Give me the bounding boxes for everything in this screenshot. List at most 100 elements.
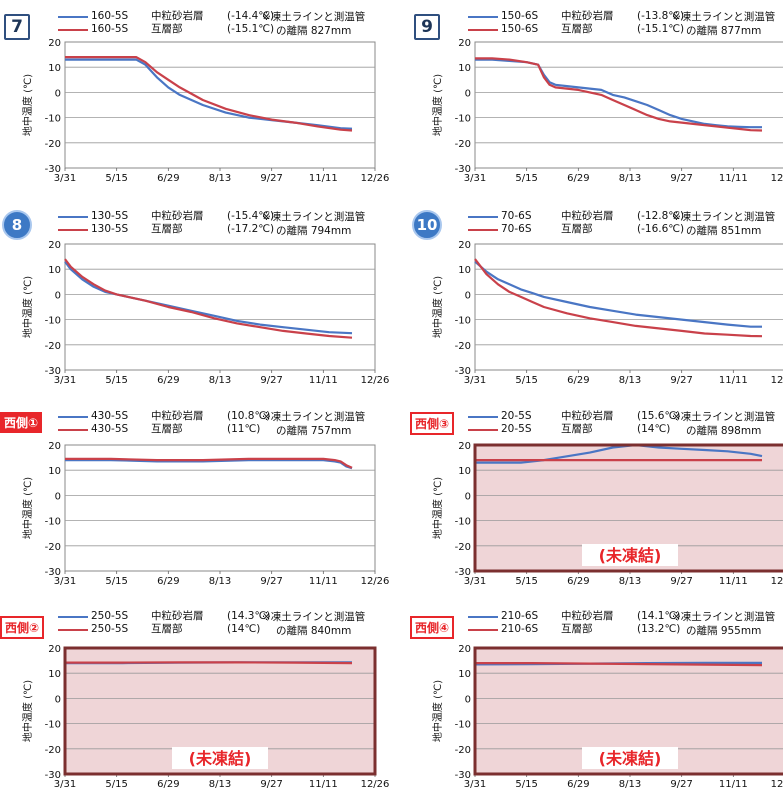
x-tick-label: 8/13 <box>209 779 231 790</box>
chart-panel-west-4: 西側④ 210-6S 中粒砂岩層 (14.1℃) 210-6S 互層部 (13.2℃) … <box>410 600 783 793</box>
y-axis-label: 地中温度 (℃) <box>431 276 444 338</box>
x-tick-label: 9/27 <box>670 173 692 184</box>
y-axis-label: 地中温度 (℃) <box>431 74 444 136</box>
y-tick-label: -30 <box>45 366 61 377</box>
legend: 160-5S 中粒砂岩層 (-14.4℃) 160-5S 互層部 (-15.1℃) <box>58 10 307 36</box>
y-tick-label: 10 <box>48 63 61 74</box>
series-line-alternating-layer <box>65 55 353 132</box>
chart-svg: 20 10 0 -10 -20 -303/31 5/15 6/29 8/13 9/27 11/11 1… <box>431 441 783 587</box>
y-tick-label: 10 <box>458 63 471 74</box>
y-tick-label: 10 <box>458 669 471 680</box>
y-tick-label: -20 <box>455 542 471 553</box>
y-tick-label: -10 <box>45 316 61 327</box>
legend-item-blue: 70-6S 中粒砂岩層 (-12.8℃) <box>468 210 717 223</box>
y-tick-label: -10 <box>45 720 61 731</box>
y-tick-label: -20 <box>45 139 61 150</box>
y-tick-label: 0 <box>465 88 471 99</box>
x-tick-label: 12/26 <box>771 779 783 790</box>
chart-panel-west-2: 西側② 250-5S 中粒砂岩層 (14.3℃) 250-5S 互層部 (14℃) ※凍… <box>0 600 392 793</box>
x-tick-label: 12/26 <box>771 173 783 184</box>
legend-item-blue: 160-5S 中粒砂岩層 (-14.4℃) <box>58 10 307 23</box>
legend-item-red: 130-5S 互層部 (-17.2℃) <box>58 223 307 236</box>
y-tick-label: 0 <box>465 694 471 705</box>
chart-svg: 20 10 0 -10 -20 -303/31 5/15 6/29 8/13 9/27 11/11 1… <box>21 38 389 184</box>
x-tick-label: 8/13 <box>209 576 231 587</box>
y-tick-label: -10 <box>455 720 471 731</box>
chart-svg: 20 10 0 -10 -20 -303/31 5/15 6/29 8/13 9/27 11/11 1… <box>431 240 783 386</box>
distance-note: ※凍土ラインと測温管 の離隔 757mm <box>262 411 366 437</box>
x-tick-label: 5/15 <box>105 173 127 184</box>
plot-area-frame <box>64 243 376 371</box>
series-line-sandstone <box>64 260 353 335</box>
y-tick-label: -30 <box>455 164 471 175</box>
x-tick-label: 8/13 <box>209 173 231 184</box>
y-tick-label: -10 <box>45 114 61 125</box>
legend: 130-5S 中粒砂岩層 (-15.4℃) 130-5S 互層部 (-17.2℃) <box>58 210 307 236</box>
panel-number-badge: 8 <box>2 210 32 240</box>
y-tick-label: 10 <box>458 265 471 276</box>
y-tick-label: 20 <box>48 441 61 452</box>
y-tick-label: -20 <box>455 139 471 150</box>
chart-panel-7: 7 160-5S 中粒砂岩層 (-14.4℃) 160-5S 互層部 (-15.1℃) … <box>0 0 392 200</box>
x-tick-label: 9/27 <box>260 779 282 790</box>
chart-svg: 20 10 0 -10 -20 -303/31 5/15 6/29 8/13 9/27 11/11 1… <box>431 644 783 790</box>
x-tick-label: 11/11 <box>309 779 338 790</box>
series-line-alternating-layer <box>475 57 763 132</box>
unfrozen-region-border <box>473 646 783 776</box>
unfrozen-region-border <box>473 443 783 573</box>
legend: 20-5S 中粒砂岩層 (15.6℃) 20-5S 互層部 (14℃) <box>468 410 717 436</box>
x-tick-label: 11/11 <box>719 173 748 184</box>
y-axis-label: 地中温度 (℃) <box>21 680 34 742</box>
panel-label-badge: 西側④ <box>410 616 455 639</box>
x-tick-label: 3/31 <box>54 173 76 184</box>
legend-item-red: 150-6S 互層部 (-15.1℃) <box>468 23 717 36</box>
y-tick-label: -20 <box>45 745 61 756</box>
x-tick-label: 6/29 <box>567 375 589 386</box>
x-tick-label: 5/15 <box>105 375 127 386</box>
x-tick-label: 9/27 <box>670 779 692 790</box>
y-axis-label: 地中温度 (℃) <box>21 477 34 539</box>
chart-svg: 20 10 0 -10 -20 -303/31 5/15 6/29 8/13 9/27 11/11 1… <box>431 38 783 184</box>
series-line-sandstone <box>65 458 353 470</box>
legend: 250-5S 中粒砂岩層 (14.3℃) 250-5S 互層部 (14℃) <box>58 610 307 636</box>
x-tick-label: 5/15 <box>515 779 537 790</box>
x-tick-label: 11/11 <box>309 375 338 386</box>
y-tick-label: 20 <box>48 644 61 655</box>
x-tick-label: 3/31 <box>464 576 486 587</box>
y-tick-label: 0 <box>465 491 471 502</box>
y-tick-label: -30 <box>455 366 471 377</box>
y-tick-label: 20 <box>458 38 471 49</box>
x-tick-label: 5/15 <box>515 173 537 184</box>
series-line-alternating-layer <box>64 258 353 339</box>
y-tick-label: 20 <box>48 38 61 49</box>
x-tick-label: 6/29 <box>567 173 589 184</box>
x-tick-label: 3/31 <box>464 375 486 386</box>
x-tick-label: 11/11 <box>719 779 748 790</box>
series-line-sandstone <box>65 58 353 130</box>
distance-note: ※凍土ラインと測温管 の離隔 827mm <box>262 11 366 37</box>
distance-note: ※凍土ラインと測温管 の離隔 794mm <box>262 211 366 237</box>
x-tick-label: 11/11 <box>719 375 748 386</box>
x-tick-label: 3/31 <box>54 576 76 587</box>
panel-label-badge: 西側② <box>0 616 45 639</box>
distance-note: ※凍土ラインと測温管 の離隔 877mm <box>672 11 776 37</box>
legend-item-red: 20-5S 互層部 (14℃) <box>468 423 717 436</box>
legend-item-blue: 250-5S 中粒砂岩層 (14.3℃) <box>58 610 307 623</box>
y-tick-label: -30 <box>45 567 61 578</box>
legend: 150-6S 中粒砂岩層 (-13.8℃) 150-6S 互層部 (-15.1℃) <box>468 10 717 36</box>
unfrozen-label: (未凍結) <box>599 546 662 565</box>
y-tick-label: 0 <box>55 88 61 99</box>
x-tick-label: 8/13 <box>619 173 641 184</box>
distance-note: ※凍土ラインと測温管 の離隔 955mm <box>672 611 776 637</box>
panel-label-badge: 西側① <box>0 412 43 433</box>
x-tick-label: 11/11 <box>309 173 338 184</box>
y-tick-label: -30 <box>45 164 61 175</box>
plot-area-frame <box>64 444 376 572</box>
series-line-sandstone <box>475 58 762 129</box>
x-tick-label: 12/26 <box>361 375 390 386</box>
chart-panel-10: 10 70-6S 中粒砂岩層 (-12.8℃) 70-6S 互層部 (-16.6℃) ※… <box>410 200 783 400</box>
x-tick-label: 8/13 <box>619 779 641 790</box>
legend-item-blue: 210-6S 中粒砂岩層 (14.1℃) <box>468 610 717 623</box>
legend-item-red: 210-6S 互層部 (13.2℃) <box>468 623 717 636</box>
x-tick-label: 5/15 <box>515 576 537 587</box>
